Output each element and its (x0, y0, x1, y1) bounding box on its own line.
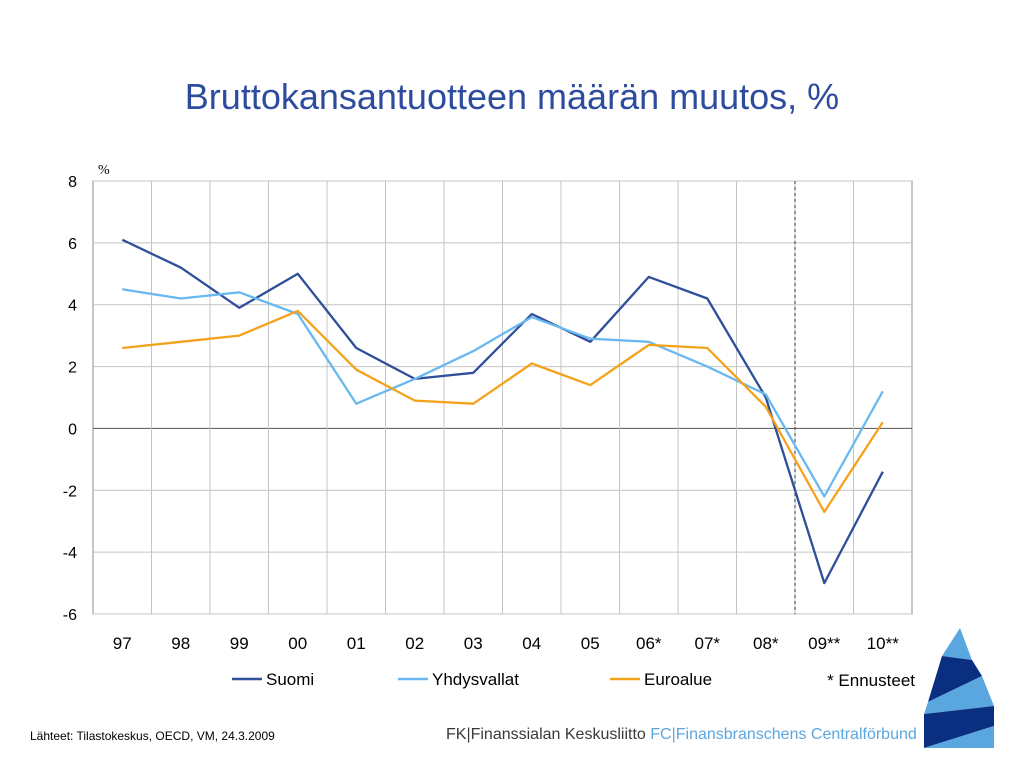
x-tick-label: 08* (753, 634, 779, 653)
x-tick-label: 01 (347, 634, 366, 653)
x-tick-label: 97 (113, 634, 132, 653)
x-tick-label: 10** (867, 634, 900, 653)
series-line-suomi (121, 238, 884, 585)
source-note: Lähteet: Tilastokeskus, OECD, VM, 24.3.2… (30, 729, 275, 743)
brand-swedish: FC|Finansbranschens Centralförbund (650, 726, 917, 743)
chart-grid (92, 180, 913, 615)
legend-label: Suomi (266, 670, 314, 689)
y-tick-label: -6 (63, 607, 77, 624)
x-tick-label: 98 (171, 634, 190, 653)
brand-finnish: FK|Finanssialan Keskusliitto (446, 726, 646, 743)
y-tick-label: 4 (68, 298, 77, 315)
y-axis-label: % (98, 163, 110, 178)
x-tick-label: 06* (636, 634, 662, 653)
organization-logo (924, 628, 994, 748)
y-tick-label: -4 (63, 545, 77, 562)
forecast-footnote: * Ennusteet (827, 671, 915, 690)
x-tick-label: 02 (405, 634, 424, 653)
x-tick-label: 99 (230, 634, 249, 653)
y-tick-label: 0 (68, 421, 77, 438)
x-tick-label: 00 (288, 634, 307, 653)
brand-wordmark: FK|Finanssialan Keskusliitto FC|Finansbr… (446, 726, 917, 744)
y-tick-label: 8 (68, 174, 77, 191)
chart-legend: Suomi Yhdysvallat Euroalue * Ennusteet (232, 670, 915, 690)
x-tick-label: 03 (464, 634, 483, 653)
chart-series (121, 238, 884, 585)
series-line-yhdysvallat (122, 288, 884, 498)
legend-label: Yhdysvallat (432, 670, 519, 689)
series-line-euroalue (122, 309, 884, 514)
y-tick-label: -2 (63, 483, 77, 500)
legend-label: Euroalue (644, 670, 712, 689)
y-tick-label: 6 (68, 236, 77, 253)
page-title: Bruttokansantuotteen määrän muutos, % (184, 76, 840, 117)
x-tick-label: 09** (808, 634, 841, 653)
x-tick-label: 04 (522, 634, 541, 653)
x-tick-label: 07* (694, 634, 720, 653)
x-tick-label: 05 (581, 634, 600, 653)
y-tick-label: 2 (68, 360, 77, 377)
